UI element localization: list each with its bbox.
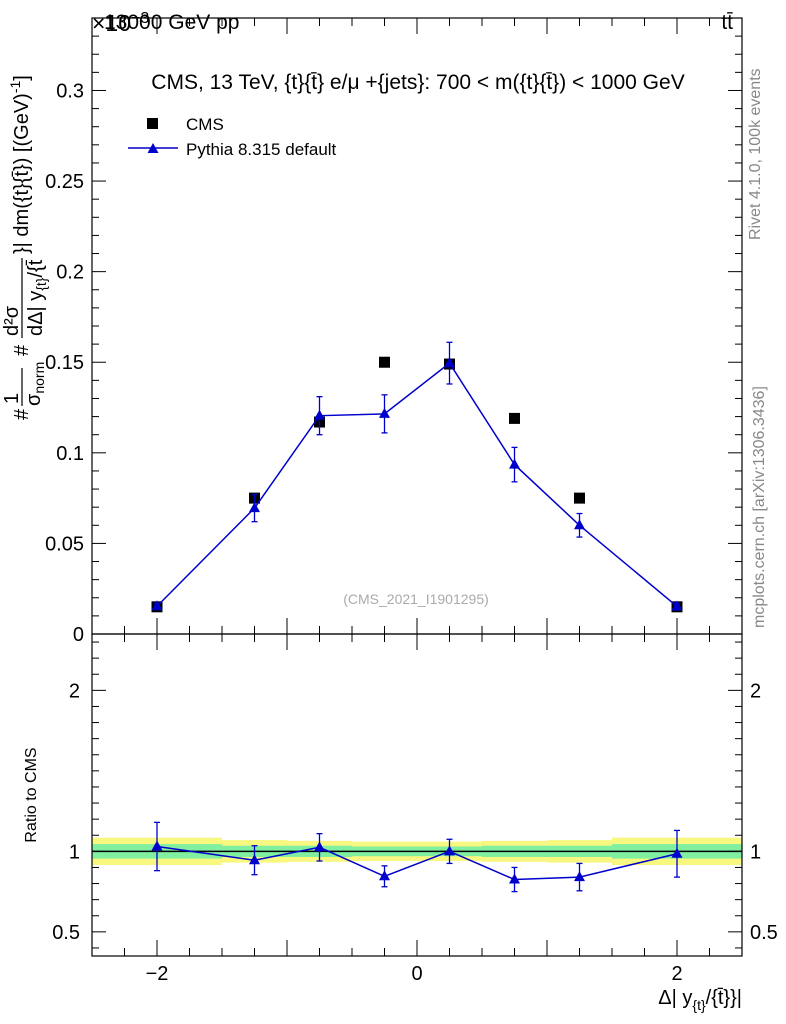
ratio-point	[574, 871, 585, 882]
xlabel: Δ| y{t}/{t̄}}|	[658, 987, 742, 1013]
ratio-ytick-label-right: 0.5	[750, 922, 778, 944]
plot-title: CMS, 13 TeV, {t}{t̄} e/μ +{jets}: 700 < …	[151, 71, 684, 94]
legend: CMS Pythia 8.315 default	[128, 115, 337, 159]
ratio-ytick-label-right: 1	[750, 841, 761, 863]
cms-point	[574, 492, 585, 504]
pythia-point	[151, 600, 163, 611]
rivet-label: Rivet 4.1.0, 100k events	[747, 68, 764, 240]
ratio-point	[314, 841, 325, 852]
main-ytick-label: 0.25	[45, 171, 84, 193]
pythia-point	[379, 407, 390, 418]
ratio-point	[444, 845, 455, 856]
ratio-line	[156, 845, 678, 881]
pythia-line	[156, 362, 678, 608]
mcplots-label: mcplots.cern.ch [arXiv:1306.3436]	[751, 386, 768, 628]
main-ytick-label: 0.3	[56, 80, 84, 102]
svg-text:1: 1	[1, 393, 23, 404]
main-panel: 0 0.05 0.1 0.15 0.2 0.25 0.3	[45, 17, 743, 646]
ratio-frame	[91, 633, 743, 957]
main-ytick-label: 0.05	[45, 533, 84, 555]
analysis-watermark: (CMS_2021_I1901295)	[343, 591, 489, 607]
pythia-point	[671, 600, 683, 611]
ratio-xtick-label: −2	[146, 963, 169, 985]
process-label: tt̄	[721, 11, 733, 34]
ratio-ytick-label: 2	[69, 680, 80, 702]
ratio-ytick-label: 1	[69, 841, 80, 863]
ratio-panel: 0.5 0.5 1 1 2 2 −2 0 2	[52, 633, 778, 985]
ratio-xtick-label: 0	[411, 963, 422, 985]
ratio-ytick-label-right: 2	[750, 680, 761, 702]
legend-cms-label: CMS	[186, 115, 224, 134]
main-ytick-label: 0	[73, 624, 84, 646]
svg-text:d²σ: d²σ	[1, 305, 23, 336]
main-ylabel: # 1 σnorm # d²σ dΔ| y{t}/{t̄ }| dm({t}{t…	[1, 75, 49, 420]
ratio-point	[509, 873, 520, 884]
main-ytick-label: 0.1	[56, 443, 84, 465]
legend-cms-marker	[147, 118, 158, 129]
legend-pythia-label: Pythia 8.315 default	[186, 140, 337, 159]
svg-text:σnorm: σnorm	[23, 362, 47, 406]
pythia-point	[509, 458, 520, 469]
cms-point	[379, 356, 390, 368]
ratio-point	[151, 840, 163, 851]
main-frame	[91, 17, 743, 635]
svg-text:#: #	[11, 408, 33, 420]
ratio-xtick-label: 2	[671, 963, 682, 985]
svg-text:dΔ| y{t}/{t̄: dΔ| y{t}/{t̄	[25, 259, 49, 336]
cms-point	[509, 412, 520, 424]
energy-label: 13000 GeV pp	[104, 11, 239, 34]
pythia-point	[249, 502, 260, 513]
legend-pythia-marker	[147, 143, 159, 153]
main-ytick-label: 0.2	[56, 262, 84, 284]
ratio-ytick-label: 0.5	[52, 922, 80, 944]
svg-text:}| dm({t}{t̄}) [(GeV)-1]: }| dm({t}{t̄}) [(GeV)-1]	[7, 75, 33, 254]
ratio-point	[379, 870, 390, 881]
ratio-ylabel: Ratio to CMS	[23, 747, 40, 842]
svg-text:#: #	[11, 344, 33, 356]
pythia-point	[444, 357, 455, 368]
pythia-point	[574, 519, 585, 530]
ratio-point	[249, 854, 260, 865]
ratio-point	[671, 847, 683, 858]
main-ytick-label: 0.15	[45, 352, 84, 374]
pythia-point	[314, 409, 325, 420]
